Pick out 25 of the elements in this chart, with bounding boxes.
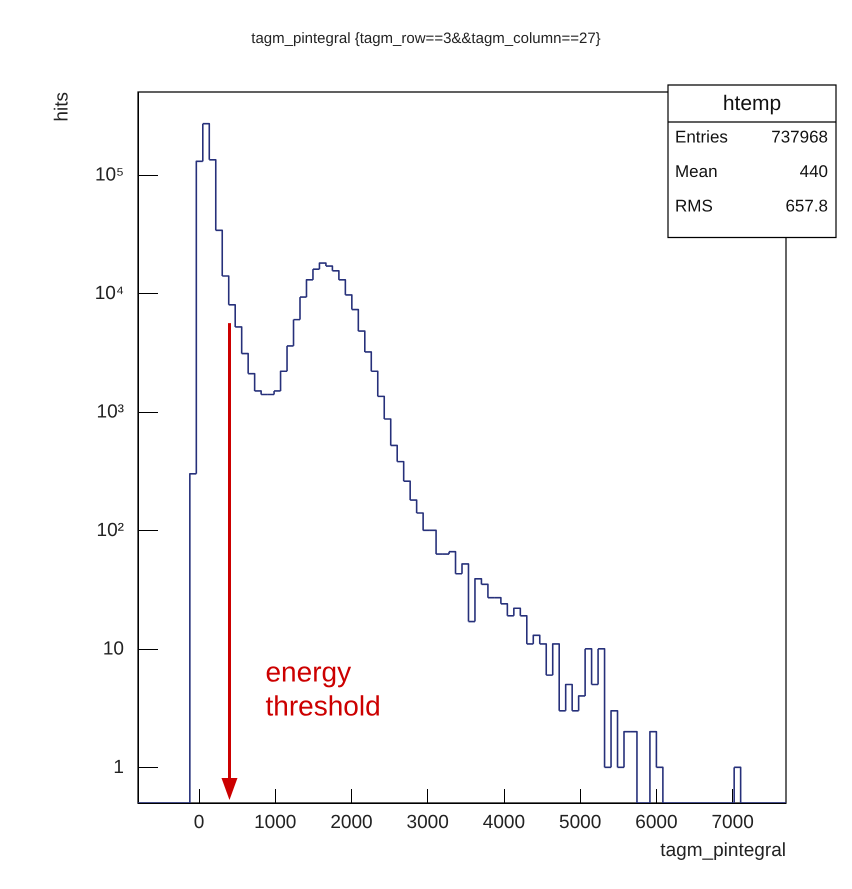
- text: 440: [800, 162, 828, 181]
- annotation: Mean: [675, 162, 718, 181]
- x-tick-label: 1000: [254, 812, 296, 833]
- x-tick-label: 4000: [482, 812, 526, 833]
- y-tick-label: 10³: [96, 401, 124, 422]
- x-tick-label: 6000: [635, 812, 678, 833]
- x-tick-label: 3000: [406, 812, 449, 833]
- annotation: Entries: [675, 128, 728, 146]
- annotation: 657.8: [785, 196, 828, 216]
- x-tick-label: 7000: [711, 812, 754, 833]
- y-tick-label: 10⁵: [94, 164, 124, 186]
- ref-line-label: energy threshold: [265, 656, 381, 722]
- annotation: htemp: [722, 92, 782, 115]
- y-tick-label: 10⁴: [94, 282, 124, 304]
- x-tick-label: 5000: [559, 812, 602, 833]
- x-tick-label: 0: [194, 812, 204, 833]
- annotation: 737968: [771, 128, 828, 146]
- y-axis-title: hits: [52, 92, 72, 122]
- y-tick-label: 10: [102, 638, 124, 660]
- x-axis-title: tagm_pintegral: [660, 840, 786, 861]
- annotation: RMS: [675, 196, 713, 216]
- chart-title: tagm_pintegral {tagm_row==3&&tagm_column==27}: [251, 30, 601, 47]
- y-tick-label: 1: [113, 756, 124, 778]
- x-tick-label: 2000: [330, 812, 373, 833]
- y-tick-label: 10²: [96, 520, 124, 541]
